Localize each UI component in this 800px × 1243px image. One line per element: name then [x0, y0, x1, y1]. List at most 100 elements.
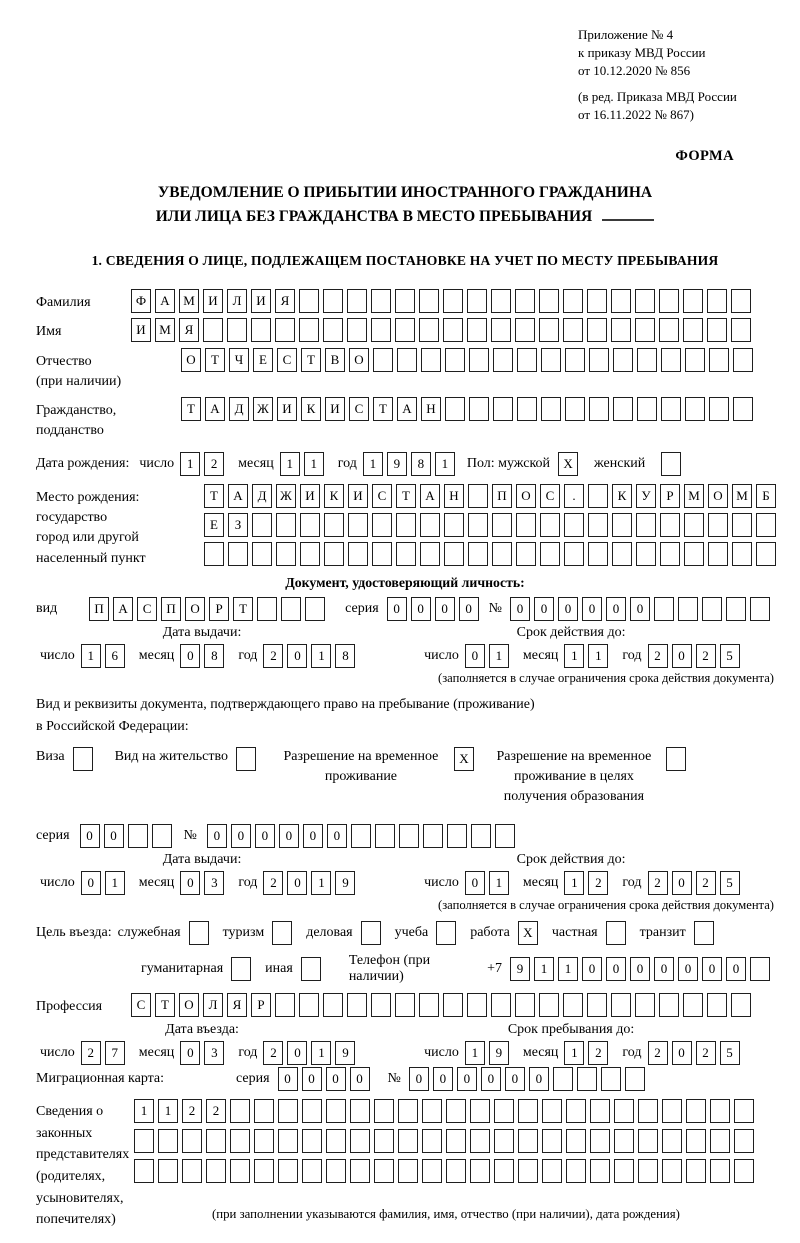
- char-cell[interactable]: [518, 1128, 538, 1153]
- char-cell[interactable]: [708, 541, 728, 566]
- char-cell[interactable]: [371, 318, 391, 343]
- purpose-official-checkbox[interactable]: [188, 920, 209, 945]
- char-cell[interactable]: 0: [277, 1066, 298, 1091]
- char-cell[interactable]: [350, 823, 371, 848]
- char-cell[interactable]: Б: [756, 483, 776, 508]
- char-cell[interactable]: [539, 288, 559, 313]
- char-cell[interactable]: Ж: [276, 483, 296, 508]
- char-cell[interactable]: [445, 347, 465, 372]
- char-cell[interactable]: 0: [206, 823, 227, 848]
- char-cell[interactable]: Ж: [253, 397, 273, 422]
- char-cell[interactable]: [756, 541, 776, 566]
- char-cell[interactable]: .: [564, 483, 584, 508]
- char-cell[interactable]: [540, 512, 560, 537]
- char-cell[interactable]: [251, 318, 271, 343]
- char-cell[interactable]: 1: [488, 870, 509, 895]
- char-cell[interactable]: [702, 596, 722, 621]
- char-cell[interactable]: Д: [252, 483, 272, 508]
- char-cell[interactable]: [443, 318, 463, 343]
- char-cell[interactable]: [395, 288, 415, 313]
- char-cell[interactable]: Р: [209, 596, 230, 621]
- char-cell[interactable]: [420, 541, 440, 566]
- char-cell[interactable]: [228, 541, 248, 566]
- char-cell[interactable]: [254, 1098, 274, 1123]
- char-cell[interactable]: [612, 512, 632, 537]
- char-cell[interactable]: [515, 318, 535, 343]
- char-cell[interactable]: И: [251, 288, 271, 313]
- char-cell[interactable]: [732, 541, 752, 566]
- char-cell[interactable]: [494, 1098, 514, 1123]
- char-cell[interactable]: [613, 347, 633, 372]
- char-cell[interactable]: Н: [421, 397, 441, 422]
- char-cell[interactable]: [685, 347, 705, 372]
- char-cell[interactable]: И: [348, 483, 368, 508]
- char-cell[interactable]: [470, 1128, 490, 1153]
- char-cell[interactable]: [589, 397, 609, 422]
- char-cell[interactable]: 1: [362, 451, 383, 476]
- char-cell[interactable]: [710, 1128, 730, 1153]
- char-cell[interactable]: [443, 992, 463, 1017]
- char-cell[interactable]: [516, 512, 536, 537]
- visa-checkbox[interactable]: [72, 746, 93, 771]
- char-cell[interactable]: [230, 1098, 250, 1123]
- char-cell[interactable]: 2: [695, 1040, 716, 1065]
- char-cell[interactable]: [709, 397, 729, 422]
- char-cell[interactable]: 0: [301, 1066, 322, 1091]
- char-cell[interactable]: [587, 318, 607, 343]
- char-cell[interactable]: [348, 512, 368, 537]
- char-cell[interactable]: [395, 992, 415, 1017]
- char-cell[interactable]: Е: [253, 347, 273, 372]
- char-cell[interactable]: [300, 512, 320, 537]
- char-cell[interactable]: [445, 397, 465, 422]
- char-cell[interactable]: 0: [180, 1040, 201, 1065]
- char-cell[interactable]: [611, 992, 631, 1017]
- char-cell[interactable]: [611, 288, 631, 313]
- char-cell[interactable]: [636, 512, 656, 537]
- char-cell[interactable]: 1: [564, 643, 585, 668]
- char-cell[interactable]: 1: [564, 870, 585, 895]
- char-cell[interactable]: 0: [630, 596, 650, 621]
- char-cell[interactable]: Н: [444, 483, 464, 508]
- char-cell[interactable]: [299, 318, 319, 343]
- char-cell[interactable]: [708, 512, 728, 537]
- char-cell[interactable]: [635, 992, 655, 1017]
- char-cell[interactable]: [589, 347, 609, 372]
- char-cell[interactable]: 0: [480, 1066, 501, 1091]
- char-cell[interactable]: [659, 992, 679, 1017]
- char-cell[interactable]: С: [372, 483, 392, 508]
- char-cell[interactable]: 0: [434, 596, 455, 621]
- char-cell[interactable]: 0: [678, 956, 698, 981]
- purpose-work-checkbox[interactable]: X: [517, 920, 538, 945]
- char-cell[interactable]: [371, 288, 391, 313]
- char-cell[interactable]: 2: [182, 1098, 202, 1123]
- char-cell[interactable]: [398, 1098, 418, 1123]
- char-cell[interactable]: [638, 1098, 658, 1123]
- char-cell[interactable]: Т: [205, 347, 225, 372]
- purpose-humanitarian-checkbox[interactable]: [231, 956, 252, 981]
- char-cell[interactable]: С: [277, 347, 297, 372]
- char-cell[interactable]: [678, 596, 698, 621]
- char-cell[interactable]: [539, 992, 559, 1017]
- char-cell[interactable]: 6: [104, 643, 125, 668]
- char-cell[interactable]: [491, 318, 511, 343]
- char-cell[interactable]: [446, 1098, 466, 1123]
- char-cell[interactable]: 2: [263, 1040, 284, 1065]
- char-cell[interactable]: [302, 1128, 322, 1153]
- char-cell[interactable]: [468, 512, 488, 537]
- char-cell[interactable]: 8: [410, 451, 431, 476]
- char-cell[interactable]: Я: [275, 288, 295, 313]
- char-cell[interactable]: [731, 992, 751, 1017]
- char-cell[interactable]: [590, 1128, 610, 1153]
- sex-female-checkbox[interactable]: [661, 451, 682, 476]
- char-cell[interactable]: [541, 397, 561, 422]
- char-cell[interactable]: [444, 512, 464, 537]
- char-cell[interactable]: [278, 1128, 298, 1153]
- char-cell[interactable]: [659, 318, 679, 343]
- char-cell[interactable]: [278, 1098, 298, 1123]
- char-cell[interactable]: [518, 1098, 538, 1123]
- char-cell[interactable]: 1: [488, 643, 509, 668]
- char-cell[interactable]: [515, 992, 535, 1017]
- char-cell[interactable]: [305, 596, 326, 621]
- char-cell[interactable]: 1: [464, 1040, 485, 1065]
- char-cell[interactable]: [686, 1128, 706, 1153]
